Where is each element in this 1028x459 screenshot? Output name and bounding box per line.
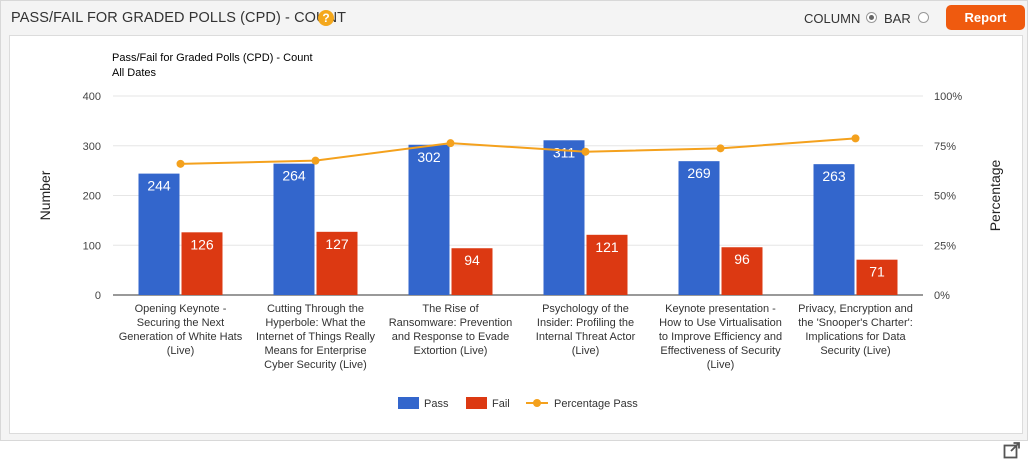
pass-data-label: 311 <box>553 144 576 160</box>
category-label-line: Keynote presentation - <box>665 303 776 315</box>
category-label-line: The Rise of <box>422 303 479 315</box>
percentage-pass-point <box>716 144 725 153</box>
pass-bar <box>408 144 450 295</box>
percentage-pass-line <box>180 137 856 165</box>
category-label-line: Cyber Security (Live) <box>264 359 367 371</box>
fail-data-label: 127 <box>325 236 349 252</box>
category-label: Cutting Through the Hyperbole: What the In… <box>256 303 376 371</box>
y2-tick-label: 100% <box>934 91 962 103</box>
category-label-line: Cutting Through the <box>267 303 364 315</box>
percentage-pass-point <box>446 139 455 148</box>
category-label: The Rise of Ransomware: Prevention and Res… <box>389 303 513 357</box>
percentage-pass-point <box>176 159 185 168</box>
y2-axis-title: Percentage <box>987 159 1003 231</box>
category-label-line: Ransomware: Prevention <box>389 317 513 329</box>
pass-data-label: 302 <box>417 149 441 165</box>
widget-title: PASS/FAIL FOR GRADED POLLS (CPD) - COUNT <box>11 10 347 26</box>
pass-data-label: 264 <box>282 168 306 184</box>
category-label-line: Opening Keynote - <box>135 303 227 315</box>
category-label: Privacy, Encryption and the 'Snooper's Ch… <box>798 303 913 357</box>
fail-data-label: 71 <box>869 264 885 280</box>
pass-bar <box>543 140 585 295</box>
category-label-line: How to Use Virtualisation <box>659 317 782 329</box>
legend-label: Pass <box>424 398 449 410</box>
category-label-line: Implications for Data <box>805 331 906 343</box>
pass-bar <box>813 164 855 295</box>
bar-radio[interactable] <box>918 12 929 23</box>
y2-tick-label: 75% <box>934 141 956 153</box>
y2-tick-label: 25% <box>934 240 956 252</box>
category-label-line: Insider: Profiling the <box>537 317 634 329</box>
category-label-line: Psychology of the <box>542 303 629 315</box>
category-label-line: Extortion (Live) <box>414 345 488 357</box>
y-tick-label: 0 <box>95 290 101 302</box>
category-label: Psychology of the Insider: Profiling the I… <box>536 303 636 357</box>
fail-bar <box>451 248 493 295</box>
legend-swatch-fail <box>466 397 487 409</box>
category-label-line: (Live) <box>707 359 735 371</box>
chart-subtitle: All Dates <box>112 67 157 79</box>
y-tick-label: 400 <box>83 91 101 103</box>
percentage-pass-point <box>851 134 860 143</box>
chart-panel: Pass/Fail for Graded Polls (CPD) - Count… <box>9 35 1023 459</box>
category-label-line: Means for Enterprise <box>264 345 366 357</box>
chart-title: Pass/Fail for Graded Polls (CPD) - Count <box>112 52 313 64</box>
category-label-line: (Live) <box>167 345 195 357</box>
category-label-line: Hyperbole: What the <box>265 317 365 329</box>
pass-data-label: 244 <box>147 178 171 194</box>
y-tick-label: 300 <box>83 141 101 153</box>
category-label-line: Privacy, Encryption and <box>798 303 913 315</box>
fail-data-label: 126 <box>190 236 214 252</box>
legend-line-marker <box>533 399 541 407</box>
report-button[interactable]: Report <box>946 5 1025 30</box>
fail-data-label: 96 <box>734 251 750 267</box>
pass-bar <box>273 163 315 295</box>
pass-bar <box>678 161 720 295</box>
pass-data-label: 263 <box>822 168 846 184</box>
category-label-line: Internet of Things Really <box>256 331 376 343</box>
y2-tick-label: 50% <box>934 191 956 203</box>
y-axis-title: Number <box>37 170 53 220</box>
category-label-line: and Response to Evade <box>392 331 509 343</box>
pass-data-label: 269 <box>687 165 711 181</box>
category-label-line: to Improve Efficiency and <box>659 331 782 343</box>
fail-data-label: 94 <box>464 252 480 268</box>
fail-bar <box>181 232 223 295</box>
fail-bar <box>586 234 628 295</box>
fail-bar <box>721 247 763 295</box>
percentage-pass-point <box>581 147 590 156</box>
category-label: Keynote presentation - How to Use Virtual… <box>659 303 782 371</box>
bar-option-label: BAR <box>884 11 911 26</box>
pass-bar <box>138 173 180 295</box>
category-label-line: (Live) <box>572 345 600 357</box>
chart-svg: Pass/Fail for Graded Polls (CPD) - Count… <box>37 52 1003 410</box>
category-label-line: Securing the Next <box>137 317 224 329</box>
category-label-line: Effectiveness of Security <box>660 345 781 357</box>
export-icon[interactable] <box>1003 441 1021 459</box>
column-option-label: COLUMN <box>804 11 861 26</box>
category-label-line: the 'Snooper's Charter': <box>798 317 913 329</box>
category-label-line: Generation of White Hats <box>119 331 243 343</box>
help-icon[interactable]: ? <box>318 10 334 26</box>
fail-bar <box>316 231 358 295</box>
legend-label: Fail <box>492 398 510 410</box>
category-label: Opening Keynote - Securing the Next Genera… <box>119 303 243 357</box>
category-label-line: Security (Live) <box>820 345 890 357</box>
y2-tick-label: 0% <box>934 290 950 302</box>
legend-label: Percentage Pass <box>554 398 638 410</box>
column-radio[interactable] <box>866 12 877 23</box>
fail-bar <box>856 259 898 295</box>
fail-data-label: 121 <box>595 239 619 255</box>
y-tick-label: 200 <box>83 191 101 203</box>
legend-swatch-pass <box>398 397 419 409</box>
y-tick-label: 100 <box>83 240 101 252</box>
category-label-line: Internal Threat Actor <box>536 331 636 343</box>
percentage-pass-point <box>311 156 320 165</box>
